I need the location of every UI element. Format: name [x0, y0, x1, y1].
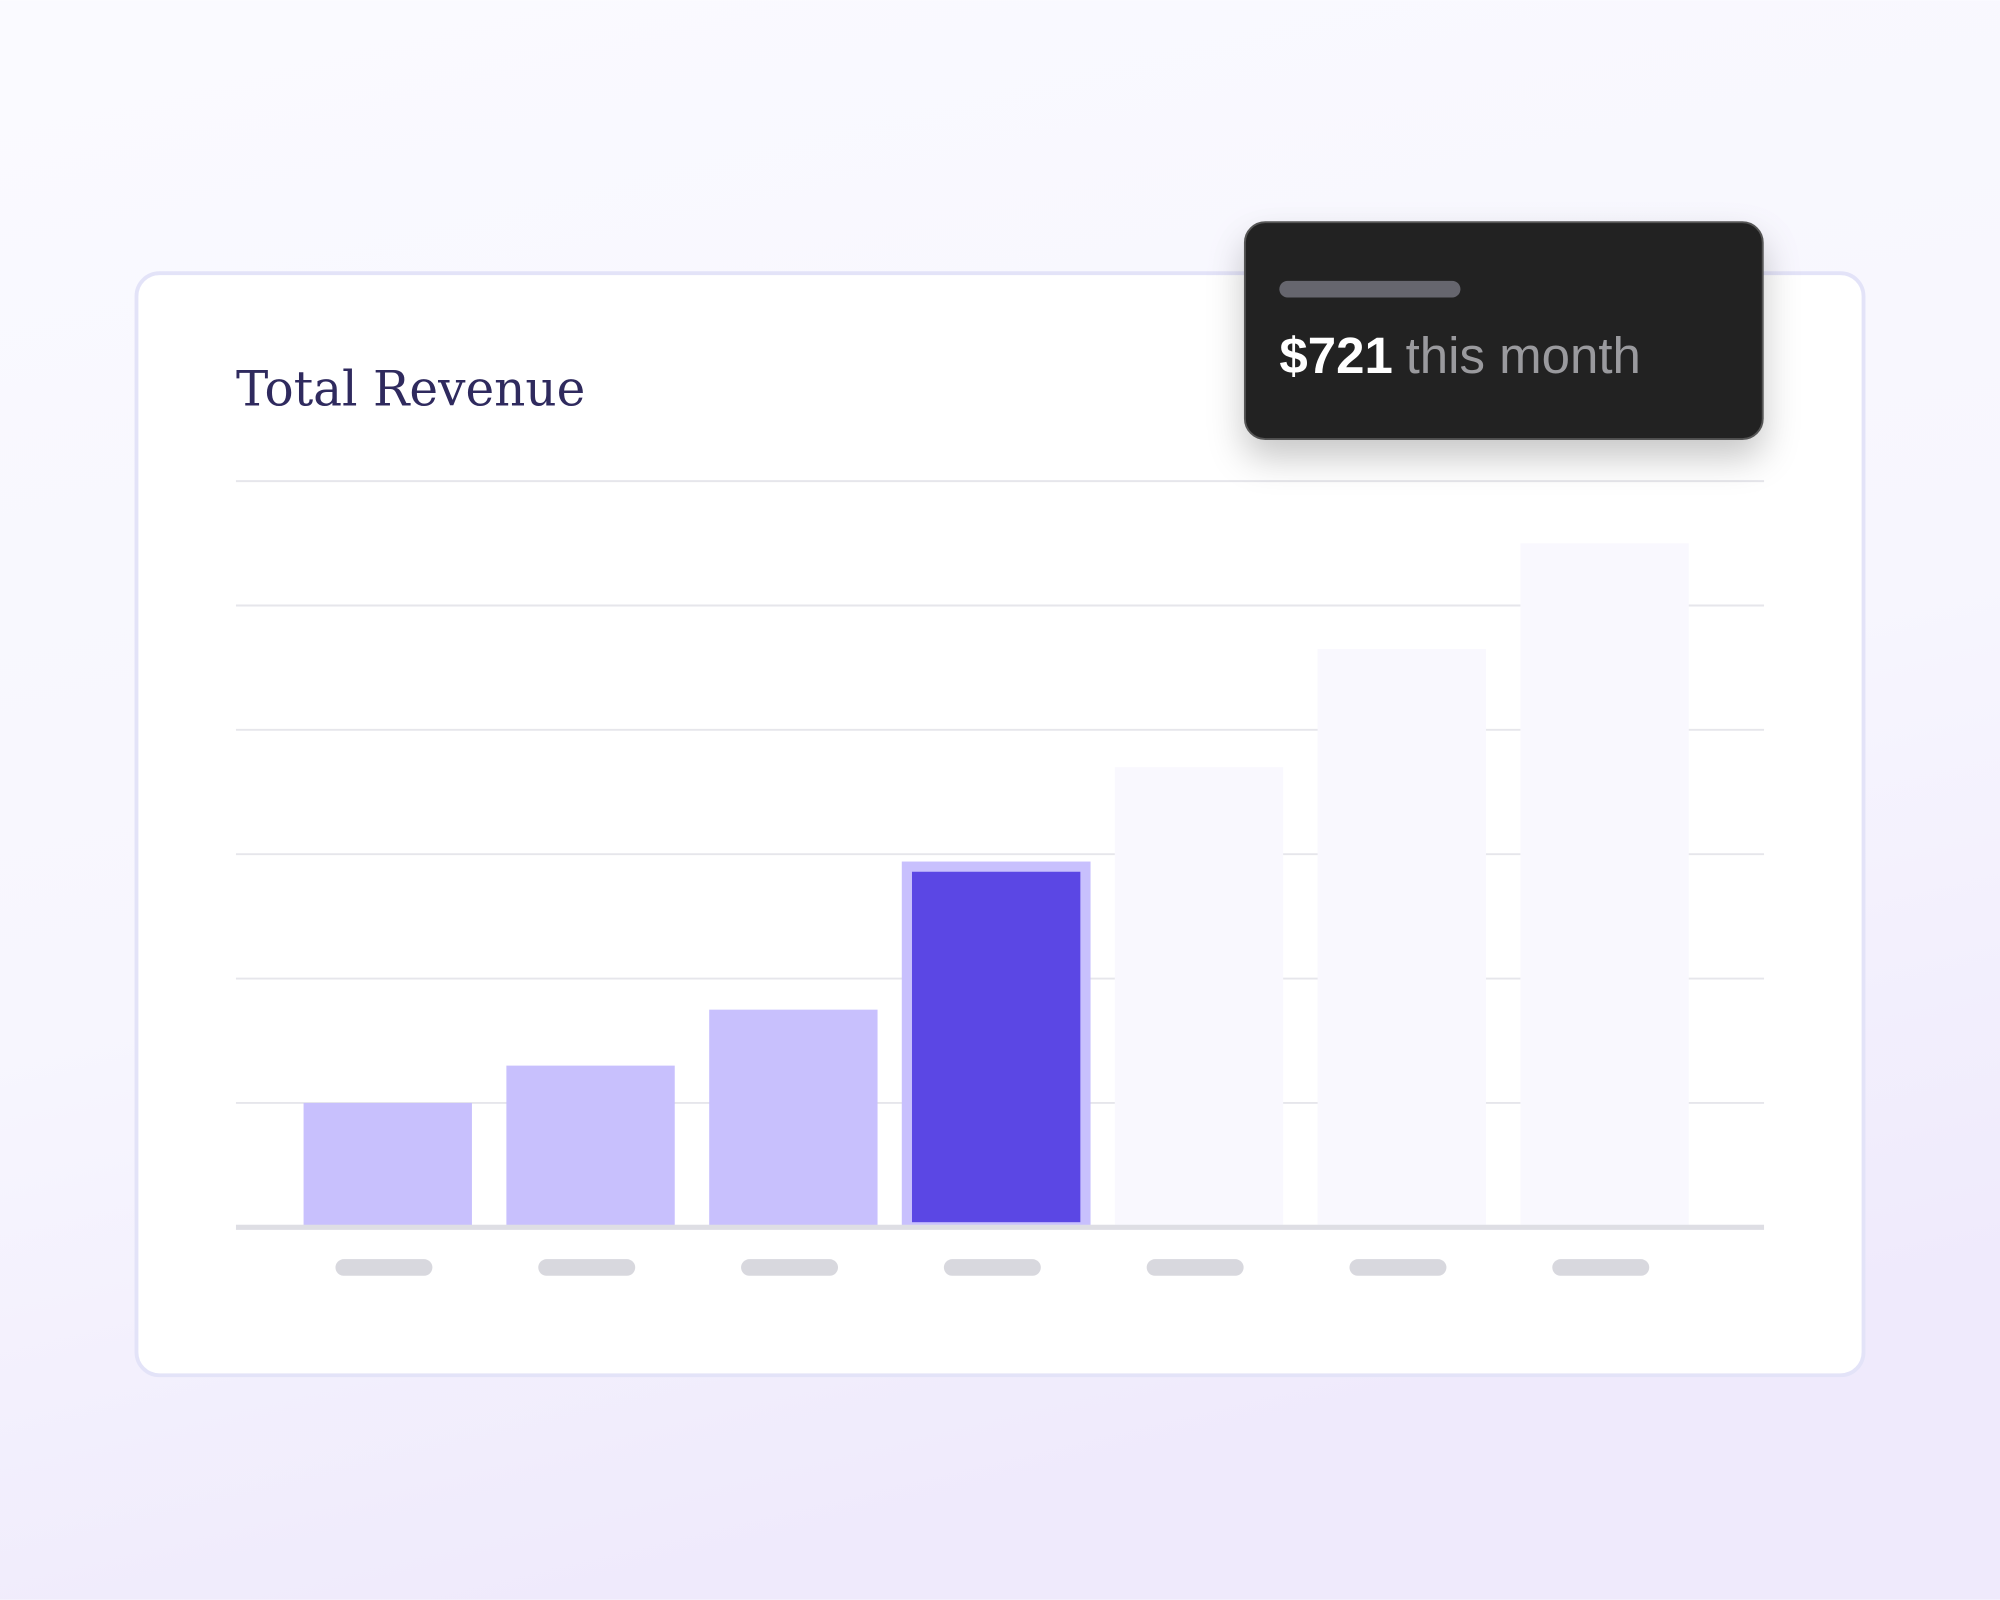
x-label-placeholder — [1146, 1259, 1244, 1276]
bar — [303, 1102, 472, 1228]
plot — [235, 480, 1765, 1276]
x-label-placeholder — [943, 1259, 1041, 1276]
tooltip-text: $721 this month — [1279, 327, 1641, 384]
bar — [709, 1009, 878, 1228]
bar — [506, 1065, 675, 1228]
tooltip-box — [1243, 221, 1764, 440]
bar — [1520, 543, 1689, 1228]
tooltip-label: this month — [1406, 327, 1641, 384]
tooltip-placeholder — [1279, 280, 1461, 298]
tooltip-amount: $721 — [1279, 327, 1392, 384]
x-label-placeholder — [538, 1259, 636, 1276]
x-label-placeholder — [335, 1259, 433, 1276]
x-label-placeholder — [741, 1259, 839, 1276]
x-label-placeholder — [1552, 1259, 1650, 1276]
bar — [911, 871, 1081, 1223]
chart-title: Total Revenue — [236, 362, 585, 418]
bar — [1317, 649, 1486, 1228]
bar — [1114, 767, 1284, 1228]
tooltip — [1243, 221, 1764, 440]
x-label-placeholder — [1349, 1259, 1447, 1276]
